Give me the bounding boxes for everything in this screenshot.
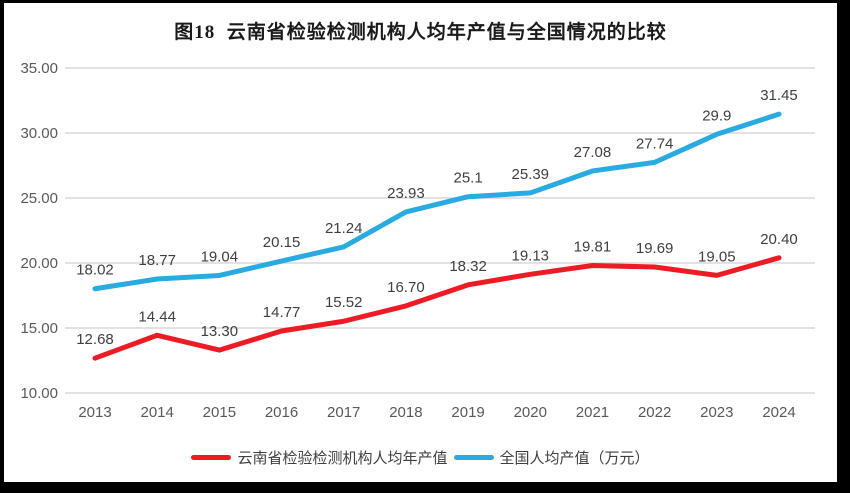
y-tick-label: 25.00 [20,190,58,207]
data-label: 18.32 [449,258,487,275]
data-label: 20.15 [263,234,301,251]
data-label: 14.44 [138,308,176,325]
y-tick-label: 35.00 [20,60,58,77]
data-label: 20.40 [760,231,798,248]
x-tick-label: 2017 [327,404,360,421]
data-label: 19.05 [698,248,736,265]
x-tick-label: 2015 [203,404,236,421]
y-tick-label: 15.00 [20,320,58,337]
x-tick-label: 2013 [78,404,111,421]
legend-label-yunnan: 云南省检验检测机构人均年产值 [237,450,448,467]
data-label: 18.77 [138,252,176,269]
data-label: 14.77 [263,304,301,321]
plot-area: 35.00 30.00 25.00 20.00 15.00 10.00 2013 2014 20… [20,60,815,421]
data-label: 31.45 [760,87,798,104]
data-label: 29.9 [702,107,731,124]
data-label: 21.24 [325,220,363,237]
legend: 云南省检验检测机构人均年产值 全国人均产值（万元） [4,447,837,468]
x-tick-label: 2014 [140,404,173,421]
chart-canvas: 图18 云南省检验检测机构人均年产值与全国情况的比较 35.00 30.00 25.… [4,3,837,482]
data-label: 19.13 [511,247,549,264]
legend-item-national: 全国人均产值（万元） [453,447,650,468]
chart-title: 图18 云南省检验检测机构人均年产值与全国情况的比较 [174,22,667,43]
data-label: 13.30 [201,323,239,340]
legend-item-yunnan: 云南省检验检测机构人均年产值 [191,447,448,468]
legend-swatch-national-line [453,455,494,460]
data-label: 19.81 [574,238,612,255]
data-label: 16.70 [387,279,425,296]
data-label: 23.93 [387,185,425,202]
data-label: 27.08 [574,144,612,161]
yunnan-series-line [92,255,782,361]
x-tick-label: 2022 [638,404,671,421]
legend-swatch-yunnan-line [191,455,232,460]
x-tick-label: 2023 [700,404,733,421]
y-tick-label: 20.00 [20,255,58,272]
x-tick-label: 2018 [389,404,422,421]
data-label: 27.74 [636,135,674,152]
y-tick-label: 10.00 [20,385,58,402]
data-label: 25.1 [453,170,482,187]
data-label: 19.69 [636,240,674,257]
x-tick-label: 2020 [514,404,547,421]
data-label: 25.39 [511,166,549,183]
x-tick-label: 2016 [265,404,298,421]
x-tick-label: 2024 [762,404,795,421]
x-tick-label: 2019 [451,404,484,421]
data-label: 15.52 [325,294,363,311]
data-label: 12.68 [76,331,114,348]
data-label: 19.04 [201,248,239,265]
data-label: 18.02 [76,262,114,279]
x-tick-label: 2021 [576,404,609,421]
y-tick-label: 30.00 [20,125,58,142]
legend-label-national: 全国人均产值（万元） [499,450,650,467]
national-series-line [92,111,782,292]
